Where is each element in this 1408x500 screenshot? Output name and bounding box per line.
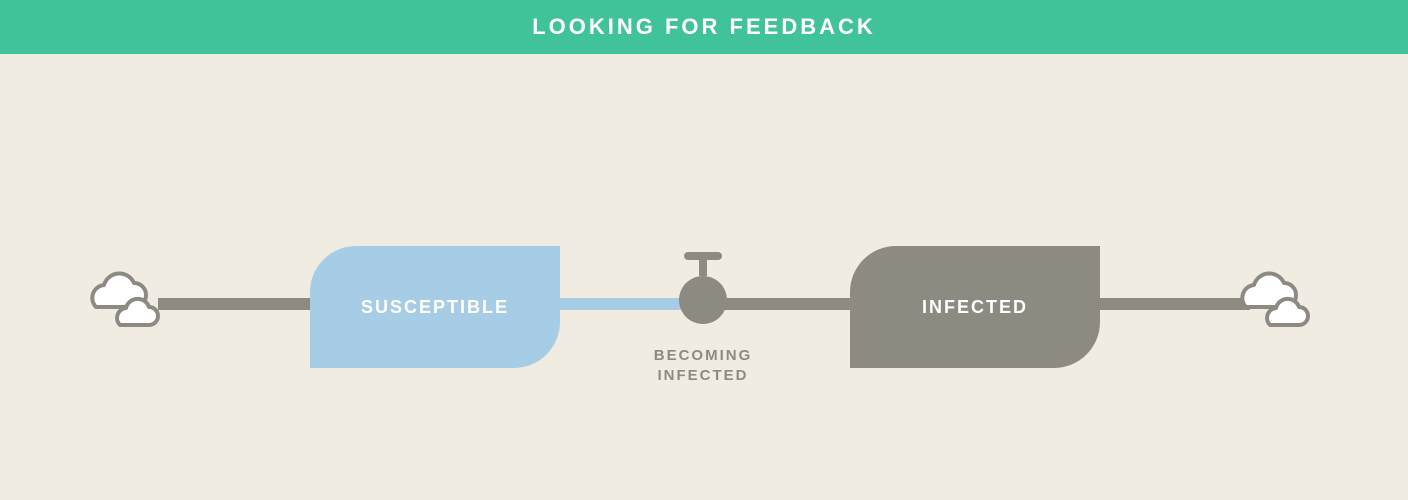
header-bar: LOOKING FOR FEEDBACK bbox=[0, 0, 1408, 54]
node-infected: INFECTED bbox=[850, 246, 1100, 368]
node-label: SUSCEPTIBLE bbox=[361, 297, 509, 318]
cloud-icon bbox=[86, 269, 172, 335]
header-title: LOOKING FOR FEEDBACK bbox=[532, 14, 876, 40]
valve-label: BECOMINGINFECTED bbox=[623, 346, 783, 387]
node-susceptible: SUSCEPTIBLE bbox=[310, 246, 560, 368]
node-label: INFECTED bbox=[922, 297, 1028, 318]
cloud-icon bbox=[1236, 269, 1322, 335]
valve-icon bbox=[673, 248, 733, 328]
pipe-segment-1 bbox=[158, 298, 320, 310]
diagram-canvas: SUSCEPTIBLE INFECTED BECOMINGINFECTED bbox=[0, 54, 1408, 500]
pipe-segment-4 bbox=[1096, 298, 1250, 310]
